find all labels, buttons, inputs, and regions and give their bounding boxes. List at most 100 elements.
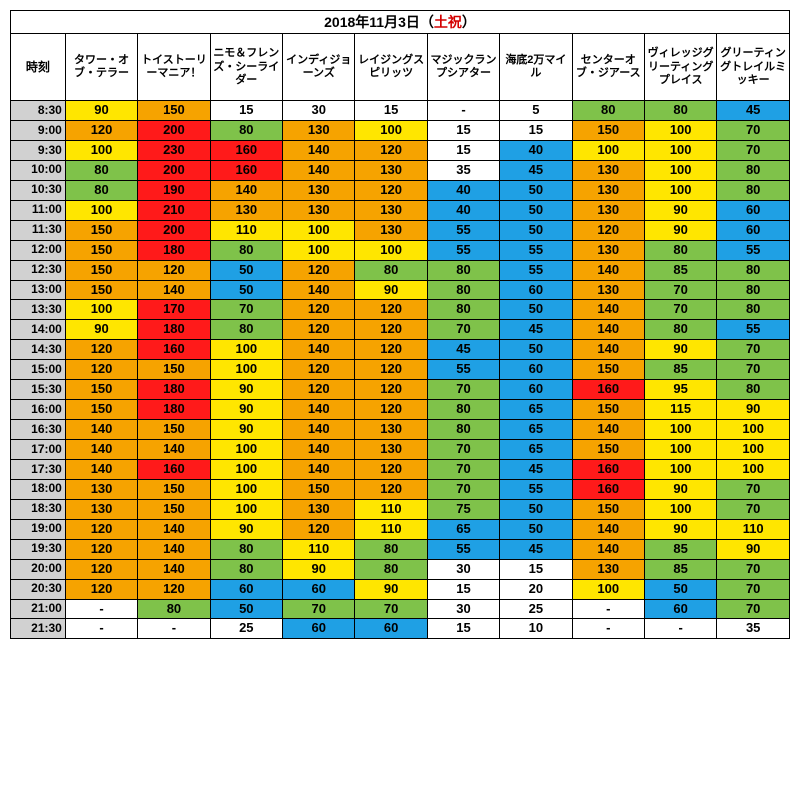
wait-time-cell: 60 — [210, 579, 282, 599]
wait-time-cell: 15 — [427, 140, 499, 160]
wait-time-cell: 90 — [210, 400, 282, 420]
wait-time-cell: 100 — [210, 440, 282, 460]
wait-time-cell: 65 — [500, 420, 572, 440]
wait-time-cell: 230 — [138, 140, 210, 160]
time-cell: 20:00 — [11, 559, 66, 579]
wait-time-cell: 130 — [572, 280, 644, 300]
time-cell: 10:30 — [11, 180, 66, 200]
table-row: 10:0080200160140130354513010080 — [11, 160, 790, 180]
wait-time-cell: 140 — [138, 539, 210, 559]
wait-time-cell: 100 — [210, 459, 282, 479]
wait-time-cell: 120 — [355, 300, 427, 320]
wait-time-cell: 210 — [138, 200, 210, 220]
wait-time-cell: 100 — [717, 420, 790, 440]
wait-time-cell: 120 — [355, 360, 427, 380]
wait-time-cell: 90 — [717, 539, 790, 559]
wait-time-cell: 130 — [572, 160, 644, 180]
wait-time-cell: 45 — [500, 320, 572, 340]
wait-time-cell: 120 — [283, 360, 355, 380]
wait-time-cell: - — [572, 619, 644, 639]
wait-time-cell: 100 — [572, 140, 644, 160]
table-row: 8:3090150153015-5808045 — [11, 101, 790, 121]
wait-time-cell: 30 — [283, 101, 355, 121]
wait-time-cell: 15 — [427, 579, 499, 599]
title-holiday: 土祝 — [434, 14, 462, 30]
wait-time-cell: 70 — [717, 559, 790, 579]
wait-time-cell: 120 — [355, 479, 427, 499]
wait-time-cell: 90 — [210, 380, 282, 400]
table-row: 20:0012014080908030151308570 — [11, 559, 790, 579]
wait-time-cell: 180 — [138, 240, 210, 260]
wait-time-cell: 130 — [283, 121, 355, 141]
wait-time-cell: 65 — [500, 440, 572, 460]
wait-time-cell: 120 — [355, 400, 427, 420]
wait-time-cell: 100 — [644, 160, 716, 180]
wait-time-cell: 65 — [500, 400, 572, 420]
wait-time-cell: 70 — [427, 320, 499, 340]
wait-time-cell: 5 — [500, 101, 572, 121]
wait-time-cell: 150 — [572, 499, 644, 519]
attraction-header: 海底2万マイル — [500, 34, 572, 101]
wait-time-cell: 120 — [283, 300, 355, 320]
wait-time-cell: 35 — [427, 160, 499, 180]
wait-time-cell: 110 — [355, 519, 427, 539]
wait-time-cell: 100 — [355, 121, 427, 141]
wait-time-cell: 120 — [65, 340, 137, 360]
wait-time-cell: 140 — [283, 280, 355, 300]
wait-time-cell: 120 — [355, 380, 427, 400]
wait-time-cell: 150 — [138, 420, 210, 440]
wait-time-cell: 200 — [138, 160, 210, 180]
wait-time-cell: 90 — [65, 320, 137, 340]
attraction-header: グリーティングトレイルミッキー — [717, 34, 790, 101]
attraction-header: タワー・オブ・テラー — [65, 34, 137, 101]
wait-time-cell: 140 — [572, 519, 644, 539]
wait-time-cell: 90 — [644, 519, 716, 539]
wait-time-cell: 110 — [283, 539, 355, 559]
title-date: 2018年11月3日（ — [324, 14, 434, 30]
wait-time-cell: 15 — [210, 101, 282, 121]
wait-time-cell: 110 — [355, 499, 427, 519]
wait-time-cell: 130 — [283, 499, 355, 519]
wait-time-cell: 80 — [355, 539, 427, 559]
wait-time-cell: 70 — [210, 300, 282, 320]
wait-time-cell: 40 — [500, 140, 572, 160]
wait-time-cell: 130 — [355, 440, 427, 460]
wait-time-cell: 50 — [644, 579, 716, 599]
attraction-header: インディジョーンズ — [283, 34, 355, 101]
wait-time-cell: 160 — [210, 160, 282, 180]
wait-time-cell: 140 — [138, 519, 210, 539]
wait-time-cell: 40 — [427, 200, 499, 220]
wait-time-cell: 20 — [500, 579, 572, 599]
wait-time-cell: 140 — [572, 340, 644, 360]
wait-time-cell: 120 — [355, 340, 427, 360]
wait-time-cell: 140 — [138, 280, 210, 300]
wait-time-cell: 80 — [717, 280, 790, 300]
wait-time-cell: 120 — [138, 260, 210, 280]
wait-time-cell: 80 — [138, 599, 210, 619]
table-row: 19:0012014090120110655014090110 — [11, 519, 790, 539]
wait-time-cell: 55 — [717, 240, 790, 260]
wait-time-cell: 200 — [138, 121, 210, 141]
wait-time-cell: 90 — [644, 479, 716, 499]
wait-time-cell: 140 — [283, 340, 355, 360]
time-cell: 17:00 — [11, 440, 66, 460]
wait-time-cell: 70 — [717, 499, 790, 519]
wait-time-cell: 55 — [500, 240, 572, 260]
attraction-header: レイジングスピリッツ — [355, 34, 427, 101]
wait-time-cell: 80 — [210, 240, 282, 260]
wait-time-cell: 130 — [210, 200, 282, 220]
wait-time-cell: 80 — [210, 320, 282, 340]
table-row: 14:00901808012012070451408055 — [11, 320, 790, 340]
wait-time-cell: 150 — [572, 440, 644, 460]
time-header: 時刻 — [11, 34, 66, 101]
wait-time-cell: 200 — [138, 220, 210, 240]
wait-time-cell: 70 — [717, 479, 790, 499]
wait-time-cell: 15 — [427, 121, 499, 141]
wait-time-cell: 80 — [65, 180, 137, 200]
time-cell: 11:30 — [11, 220, 66, 240]
wait-time-cell: 150 — [65, 220, 137, 240]
wait-time-cell: 150 — [572, 360, 644, 380]
attraction-header: ヴィレッジグリーティングプレイス — [644, 34, 716, 101]
wait-time-cell: 100 — [355, 240, 427, 260]
attraction-header: トイストーリーマニア！ — [138, 34, 210, 101]
